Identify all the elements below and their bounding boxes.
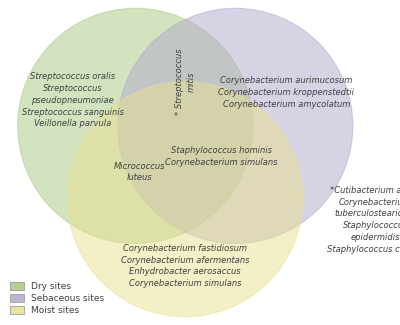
Text: Streptococcus oralis
Streptococcus
pseudopneumoniae
Streptococcus sanguinis
Veil: Streptococcus oralis Streptococcus pseud… — [22, 72, 124, 128]
Ellipse shape — [118, 8, 353, 243]
Text: *Cutibacterium acnes
Corynebacterium
tuberculostearicum
Staphylococcus
epidermid: *Cutibacterium acnes Corynebacterium tub… — [327, 186, 400, 254]
Text: Staphylococcus hominis
Corynebacterium simulans: Staphylococcus hominis Corynebacterium s… — [165, 146, 278, 166]
Text: Corynebacterium fastidiosum
Corynebacterium afermentans
Enhydrobacter aerosaccus: Corynebacterium fastidiosum Corynebacter… — [121, 244, 249, 288]
Text: Corynebacterium aurimucosum
Corynebacterium kroppenstedtii
Corynebacterium amyco: Corynebacterium aurimucosum Corynebacter… — [218, 76, 354, 109]
Legend: Dry sites, Sebaceous sites, Moist sites: Dry sites, Sebaceous sites, Moist sites — [8, 280, 106, 317]
Text: Micrococcus
luteus: Micrococcus luteus — [114, 162, 165, 182]
Ellipse shape — [68, 82, 303, 317]
Text: * Streptococcus
mitis: * Streptococcus mitis — [175, 48, 196, 114]
Ellipse shape — [18, 8, 253, 243]
